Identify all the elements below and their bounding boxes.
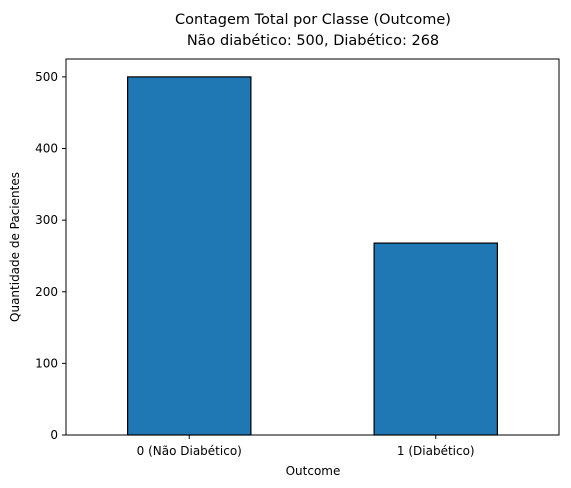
bars-layer [126,76,499,436]
y-tick-label-4: 400 [35,142,58,156]
chart-title: Contagem Total por Classe (Outcome) [175,12,451,28]
chart-subtitle: Não diabético: 500, Diabético: 268 [187,33,439,49]
y-tick-label-2: 200 [35,285,58,299]
y-axis-label: Quantidade de Pacientes [8,172,22,322]
plot-frame [65,58,560,436]
y-tick-label-5: 500 [35,70,58,84]
x-axis: 0 (Não Diabético) 1 (Diabético) [137,435,475,458]
x-tick-label-1: 1 (Diabético) [397,444,475,458]
y-tick-label-1: 100 [35,356,58,370]
x-tick-label-0: 0 (Não Diabético) [137,444,242,458]
y-tick-label-3: 300 [35,213,58,227]
bar-0 [126,76,252,436]
x-axis-label: Outcome [286,464,341,478]
y-axis: 0 100 200 300 400 500 [35,70,66,442]
y-tick-label-0: 0 [50,428,58,442]
bar-1 [373,242,499,436]
